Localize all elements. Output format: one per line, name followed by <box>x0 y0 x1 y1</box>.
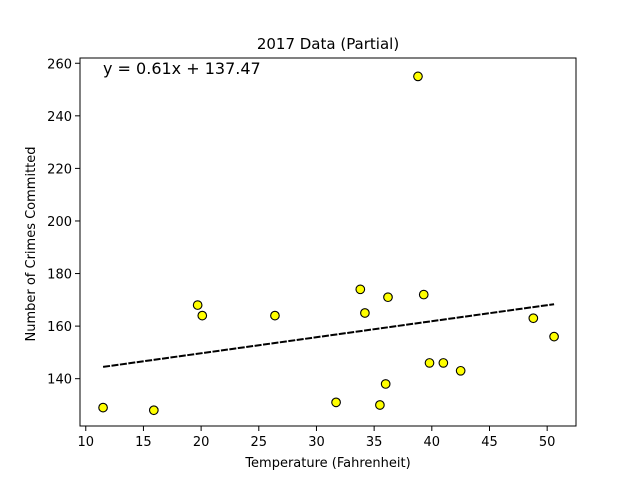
x-tick-label-30: 30 <box>308 435 325 450</box>
x-tick-label-45: 45 <box>481 435 498 450</box>
x-tick-label-10: 10 <box>77 435 94 450</box>
data-point-10 <box>380 379 391 389</box>
data-point-11 <box>383 292 393 303</box>
y-tick-label-200: 200 <box>47 215 72 230</box>
data-point-18 <box>549 331 559 342</box>
data-point-17 <box>528 313 539 324</box>
data-point-1 <box>98 402 108 413</box>
regression-line <box>102 303 555 368</box>
data-point-6 <box>331 397 341 408</box>
chart-title: 2017 Data (Partial) <box>257 35 399 53</box>
x-axis: 10 15 20 25 30 35 40 45 50 <box>77 426 555 450</box>
x-axis-label: Temperature (Fahrenheit) <box>244 456 410 471</box>
y-tick-label-260: 260 <box>47 57 72 72</box>
data-point-8 <box>360 308 370 318</box>
axes-frame <box>79 57 577 427</box>
data-point-2 <box>148 405 159 416</box>
y-tick-label-160: 160 <box>47 320 72 335</box>
data-point-15 <box>438 358 449 368</box>
data-point-14 <box>424 358 435 368</box>
data-point-5 <box>270 310 280 321</box>
x-tick-label-20: 20 <box>193 435 210 450</box>
x-tick-label-40: 40 <box>424 435 441 450</box>
x-tick-label-25: 25 <box>251 435 268 450</box>
data-point-16 <box>455 365 466 376</box>
data-point-9 <box>375 400 385 410</box>
data-point-3 <box>192 300 203 310</box>
y-tick-label-140: 140 <box>47 373 72 388</box>
y-tick-label-220: 220 <box>47 162 72 177</box>
y-axis: 140 160 180 200 220 240 260 <box>47 57 80 388</box>
data-point-4 <box>197 310 208 321</box>
data-point-12 <box>413 71 423 82</box>
data-point-7 <box>355 284 366 295</box>
regression-equation: y = 0.61x + 137.47 <box>103 59 261 78</box>
y-tick-label-180: 180 <box>47 268 72 283</box>
x-tick-label-15: 15 <box>135 435 152 450</box>
x-tick-label-50: 50 <box>539 435 556 450</box>
data-point-13 <box>418 289 429 300</box>
y-axis-label: Number of Crimes Committed <box>24 146 39 341</box>
x-tick-label-35: 35 <box>366 435 383 450</box>
y-tick-label-240: 240 <box>47 110 72 125</box>
plot-area <box>79 57 577 427</box>
